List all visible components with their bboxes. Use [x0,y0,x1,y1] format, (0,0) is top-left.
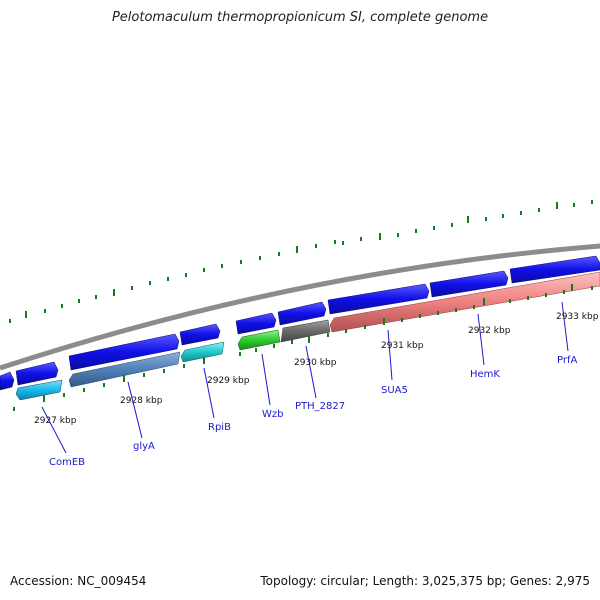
gene-label-hemk[interactable]: HemK [470,369,500,380]
gene-rpib-feature [180,341,225,363]
gene-comeb-feature [15,379,63,401]
kbp-label: 2933 kbp [556,312,599,322]
kbp-label: 2930 kbp [294,358,337,368]
kbp-label: 2932 kbp [468,326,511,336]
gene-sua5-feature [329,271,600,333]
gene-wzb-feature [237,329,281,351]
accession-text: Accession: NC_009454 [10,574,147,588]
gene-label-wzb[interactable]: Wzb [262,409,283,420]
gene-label-sua5[interactable]: SUA5 [381,385,408,396]
gene-label-comeb[interactable]: ComEB [49,457,85,468]
gene-label-prfa[interactable]: PrfA [557,355,577,366]
map-title: Pelotomaculum thermopropionicum SI, comp… [111,10,489,25]
kbp-label: 2931 kbp [381,341,424,351]
outer-tick-ring [9,200,593,323]
gene-label-leaders [41,301,569,454]
gene-label-pth[interactable]: PTH_2827 [295,401,345,412]
gene-label-rpib[interactable]: RpiB [208,422,231,433]
forward-cds-track [0,255,600,391]
genome-summary-text: Topology: circular; Length: 3,025,375 bp… [260,574,590,588]
gene-pth-feature [280,319,331,343]
kbp-label: 2927 kbp [34,416,77,426]
genome-backbone [0,243,600,371]
inner-tick-ring [13,284,593,411]
kbp-label: 2928 kbp [120,396,163,406]
gene-label-glya[interactable]: glyA [133,441,155,452]
kbp-label: 2929 kbp [207,376,250,386]
